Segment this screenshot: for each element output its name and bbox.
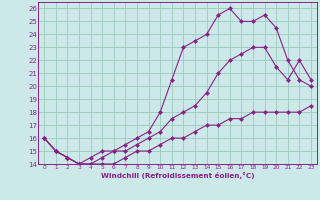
X-axis label: Windchill (Refroidissement éolien,°C): Windchill (Refroidissement éolien,°C) [101, 172, 254, 179]
